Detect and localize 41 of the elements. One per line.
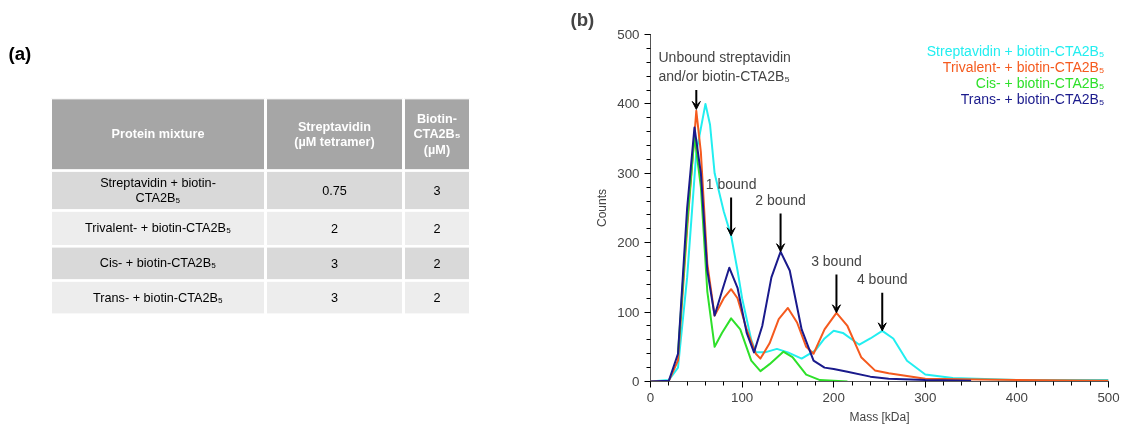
text: Trans- + biotin-CTA2B₅ xyxy=(960,90,1105,107)
y-tick-label: 400 xyxy=(617,96,640,112)
text: 3 xyxy=(433,183,441,198)
y-axis-title: Counts xyxy=(595,188,610,228)
annotation: Unbound streptavidin and/or biotin-CTA2B₅ xyxy=(658,48,791,85)
chart-title: (b) xyxy=(570,8,595,30)
y-tick-label: 300 xyxy=(617,165,640,181)
text: Streptavidin + biotin-CTA2B₅ xyxy=(926,42,1105,59)
x-tick-label: 0 xyxy=(646,389,655,405)
x-tick-label: 400 xyxy=(1005,389,1029,405)
x-tick-label: 300 xyxy=(914,389,937,405)
x-tick-label: 200 xyxy=(822,389,845,405)
text: Trivalent- + biotin-CTA2B₅ xyxy=(942,58,1105,75)
category-label: Biotin- CTA2B₅ (µM) xyxy=(413,111,461,157)
category-label: Streptavidin (µM tetramer) xyxy=(294,119,375,149)
annotation: 4 bound xyxy=(856,270,908,287)
annotation: 2 bound xyxy=(755,191,806,208)
text: Streptavidin + biotin- CTA2B₅ xyxy=(100,175,216,206)
text: 3 xyxy=(330,256,339,271)
line-series xyxy=(650,126,973,382)
text: 2 xyxy=(433,291,441,306)
annotation: 1 bound xyxy=(705,175,757,192)
text: Cis- + biotin-CTA2B₅ xyxy=(975,74,1105,91)
x-tick-label: 100 xyxy=(730,389,754,405)
x-axis-title: Mass [kDa] xyxy=(849,409,910,424)
text: Trivalent- + biotin-CTA2B₅ xyxy=(84,221,232,236)
category-label: Protein mixture xyxy=(111,127,205,142)
y-tick-label: 100 xyxy=(617,304,640,320)
text: (a) xyxy=(8,42,32,64)
x-tick-label: 500 xyxy=(1097,389,1120,405)
text: 2 xyxy=(433,221,441,236)
annotation: 3 bound xyxy=(811,252,862,269)
text: 2 xyxy=(433,256,441,271)
y-tick-label: 200 xyxy=(617,235,640,251)
text: 2 xyxy=(330,221,339,236)
text: Trans- + biotin-CTA2B₅ xyxy=(93,290,223,305)
text: 0.75 xyxy=(322,183,347,198)
text: Cis- + biotin-CTA2B₅ xyxy=(99,256,217,271)
y-tick-label: 500 xyxy=(617,27,640,42)
y-tick-label: 0 xyxy=(632,374,640,389)
text: 3 xyxy=(330,291,339,306)
